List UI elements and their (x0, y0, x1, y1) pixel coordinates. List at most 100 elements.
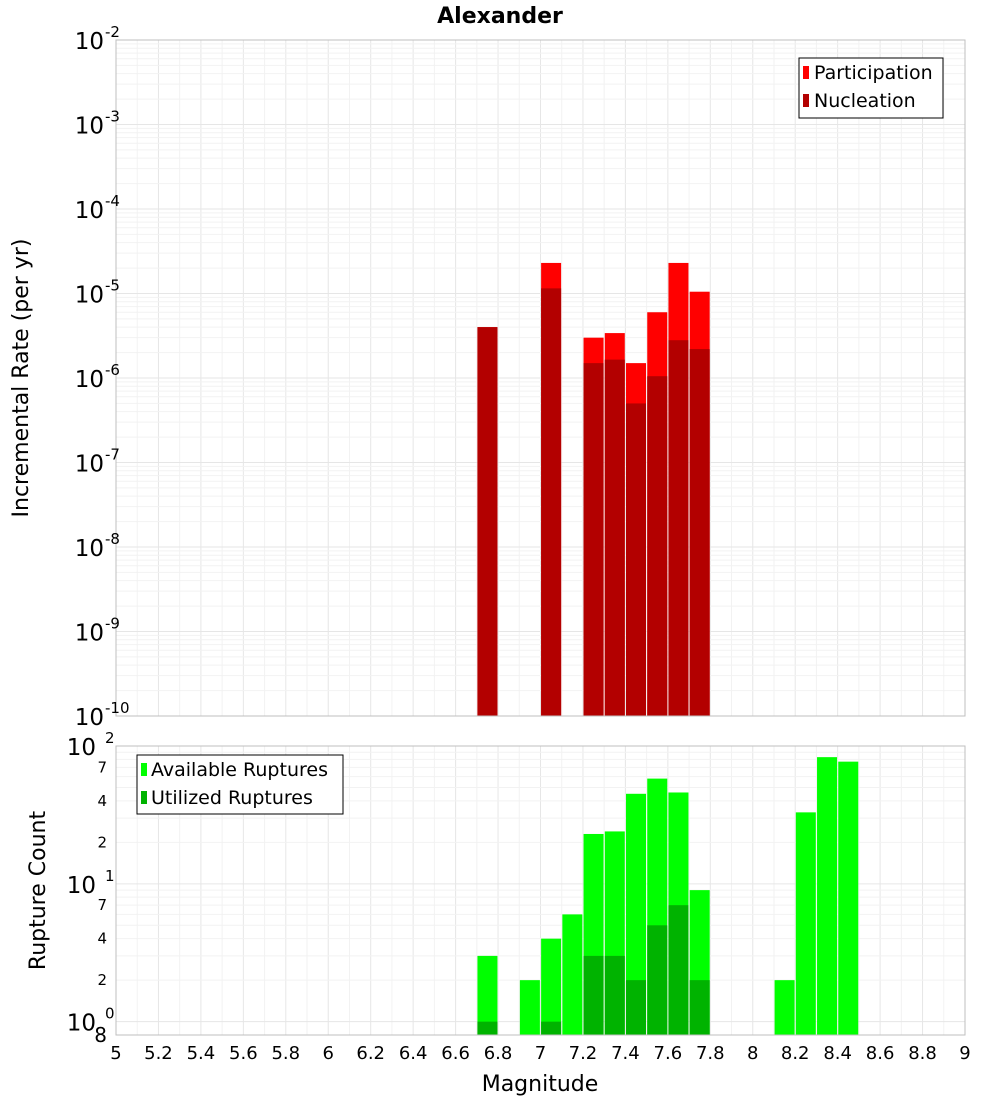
x-tick-label: 7 (535, 1043, 546, 1064)
available-ruptures-bar (562, 914, 583, 1035)
x-tick-label: 5.8 (271, 1043, 300, 1064)
count-legend-label: Available Ruptures (151, 759, 328, 781)
rate-y-tick-exponent: -4 (105, 192, 120, 210)
x-tick-label: 5.4 (187, 1043, 216, 1064)
x-tick-label: 7.2 (569, 1043, 598, 1064)
x-tick-label: 5.6 (229, 1043, 258, 1064)
count-legend-box (136, 754, 344, 815)
utilized-ruptures-bar (604, 955, 625, 1035)
available-ruptures-bar (519, 980, 540, 1035)
rate-y-tick-exponent: -8 (105, 530, 120, 548)
rate-legend-swatch (803, 66, 809, 79)
rate-y-tick-base: 10 (75, 114, 104, 140)
count-y-minor-tick-label: 8 (94, 1023, 107, 1047)
x-tick-label: 6.8 (484, 1043, 513, 1064)
x-tick-label: 9 (959, 1043, 970, 1064)
count-bars (477, 757, 859, 1035)
rate-grid (115, 40, 966, 717)
nucleation-bar (647, 376, 668, 716)
x-tick-label: 6.6 (441, 1043, 470, 1064)
count-y-minor-tick-label: 2 (97, 971, 107, 989)
x-tick-label: 8.2 (781, 1043, 810, 1064)
count-legend-swatch (141, 791, 147, 804)
rate-y-tick-exponent: -2 (105, 23, 120, 41)
x-tick-label: 7.4 (611, 1043, 640, 1064)
x-tick-label: 5.2 (144, 1043, 173, 1064)
utilized-ruptures-bar (583, 955, 604, 1035)
count-y-tick-base: 10 (67, 735, 96, 761)
rate-y-tick-base: 10 (75, 367, 104, 393)
x-axis-label: Magnitude (482, 1072, 599, 1097)
count-legend: Available Ruptures Utilized Ruptures (136, 754, 344, 815)
x-tick-label: 8 (747, 1043, 758, 1064)
available-ruptures-bar (774, 980, 795, 1035)
rate-legend-swatch (803, 94, 809, 107)
x-tick-label: 6.2 (356, 1043, 385, 1064)
count-legend-swatch (141, 763, 147, 776)
nucleation-bar (583, 363, 604, 716)
rate-y-tick-base: 10 (75, 29, 104, 55)
nucleation-bar (626, 403, 647, 716)
count-y-minor-tick-label: 7 (97, 896, 107, 914)
count-y-tick-base: 10 (67, 873, 96, 899)
rate-legend-label: Participation (814, 62, 933, 84)
rate-y-tick-base: 10 (75, 198, 104, 224)
rate-y-tick-base: 10 (75, 621, 104, 647)
rate-legend-label: Nucleation (814, 90, 916, 112)
nucleation-bar (604, 359, 625, 716)
count-plot-frame (115, 745, 966, 1036)
count-y-tick-base: 10 (67, 1011, 96, 1037)
x-tick-label: 5 (110, 1043, 121, 1064)
count-y-tick-exponent: 0 (105, 1005, 115, 1023)
rate-bars (477, 262, 710, 716)
available-ruptures-bar (626, 793, 647, 1035)
nucleation-bar (689, 349, 710, 716)
chart-title: Alexander (437, 4, 563, 29)
x-tick-label: 8.8 (908, 1043, 937, 1064)
nucleation-bar (541, 288, 562, 716)
utilized-ruptures-bar (689, 980, 710, 1035)
available-ruptures-bar (838, 761, 859, 1035)
utilized-ruptures-bar (668, 905, 689, 1035)
utilized-ruptures-bar (477, 1021, 498, 1035)
x-tick-label: 7.6 (654, 1043, 683, 1064)
rate-plot-frame (115, 39, 966, 717)
rate-y-tick-exponent: -5 (105, 277, 120, 295)
nucleation-bar (668, 340, 689, 716)
rate-y-tick-base: 10 (75, 283, 104, 309)
rate-legend-box (798, 57, 944, 119)
x-tick-label: 8.4 (823, 1043, 852, 1064)
count-y-minor-tick-label: 4 (97, 930, 107, 948)
rate-y-tick-exponent: -7 (105, 446, 120, 464)
nucleation-bar (477, 327, 498, 716)
rate-y-tick-exponent: -3 (105, 108, 120, 126)
rupture-count-panel: 10 0 10 1 10 2 8 2 4 7 2 4 7 Rupture Count Available R… (26, 729, 966, 1047)
rate-y-tick-exponent: -9 (105, 615, 120, 633)
count-y-axis-label: Rupture Count (26, 811, 51, 971)
count-y-tick-exponent: 1 (105, 867, 115, 885)
rate-y-tick-exponent: -10 (105, 699, 130, 717)
x-tick-label: 7.8 (696, 1043, 725, 1064)
available-ruptures-bar (817, 757, 838, 1035)
count-legend-label: Utilized Ruptures (151, 787, 313, 809)
rate-y-tick-exponent: -6 (105, 361, 120, 379)
count-y-minor-tick-label: 7 (97, 758, 107, 776)
x-axis: 5 5.2 5.4 5.6 5.8 6 6.2 6.4 6.6 6.8 7 7.2 7.4 7.6 7.8 8… (110, 1043, 970, 1064)
available-ruptures-bar (795, 812, 816, 1035)
available-ruptures-bar (541, 938, 562, 1035)
rate-y-axis-label: Incremental Rate (per yr) (9, 239, 34, 518)
available-ruptures-bar (477, 955, 498, 1035)
x-tick-label: 8.6 (866, 1043, 895, 1064)
rate-y-tick-base: 10 (75, 452, 104, 478)
rate-y-tick-base: 10 (75, 705, 104, 731)
x-tick-label: 6 (323, 1043, 334, 1064)
count-y-minor-tick-label: 2 (97, 833, 107, 851)
count-y-tick-exponent: 2 (105, 729, 115, 747)
count-y-ticks: 10 0 10 1 10 2 8 2 4 7 2 4 7 (67, 729, 115, 1047)
x-tick-label: 6.4 (399, 1043, 428, 1064)
rate-legend: Participation Nucleation (798, 57, 944, 119)
